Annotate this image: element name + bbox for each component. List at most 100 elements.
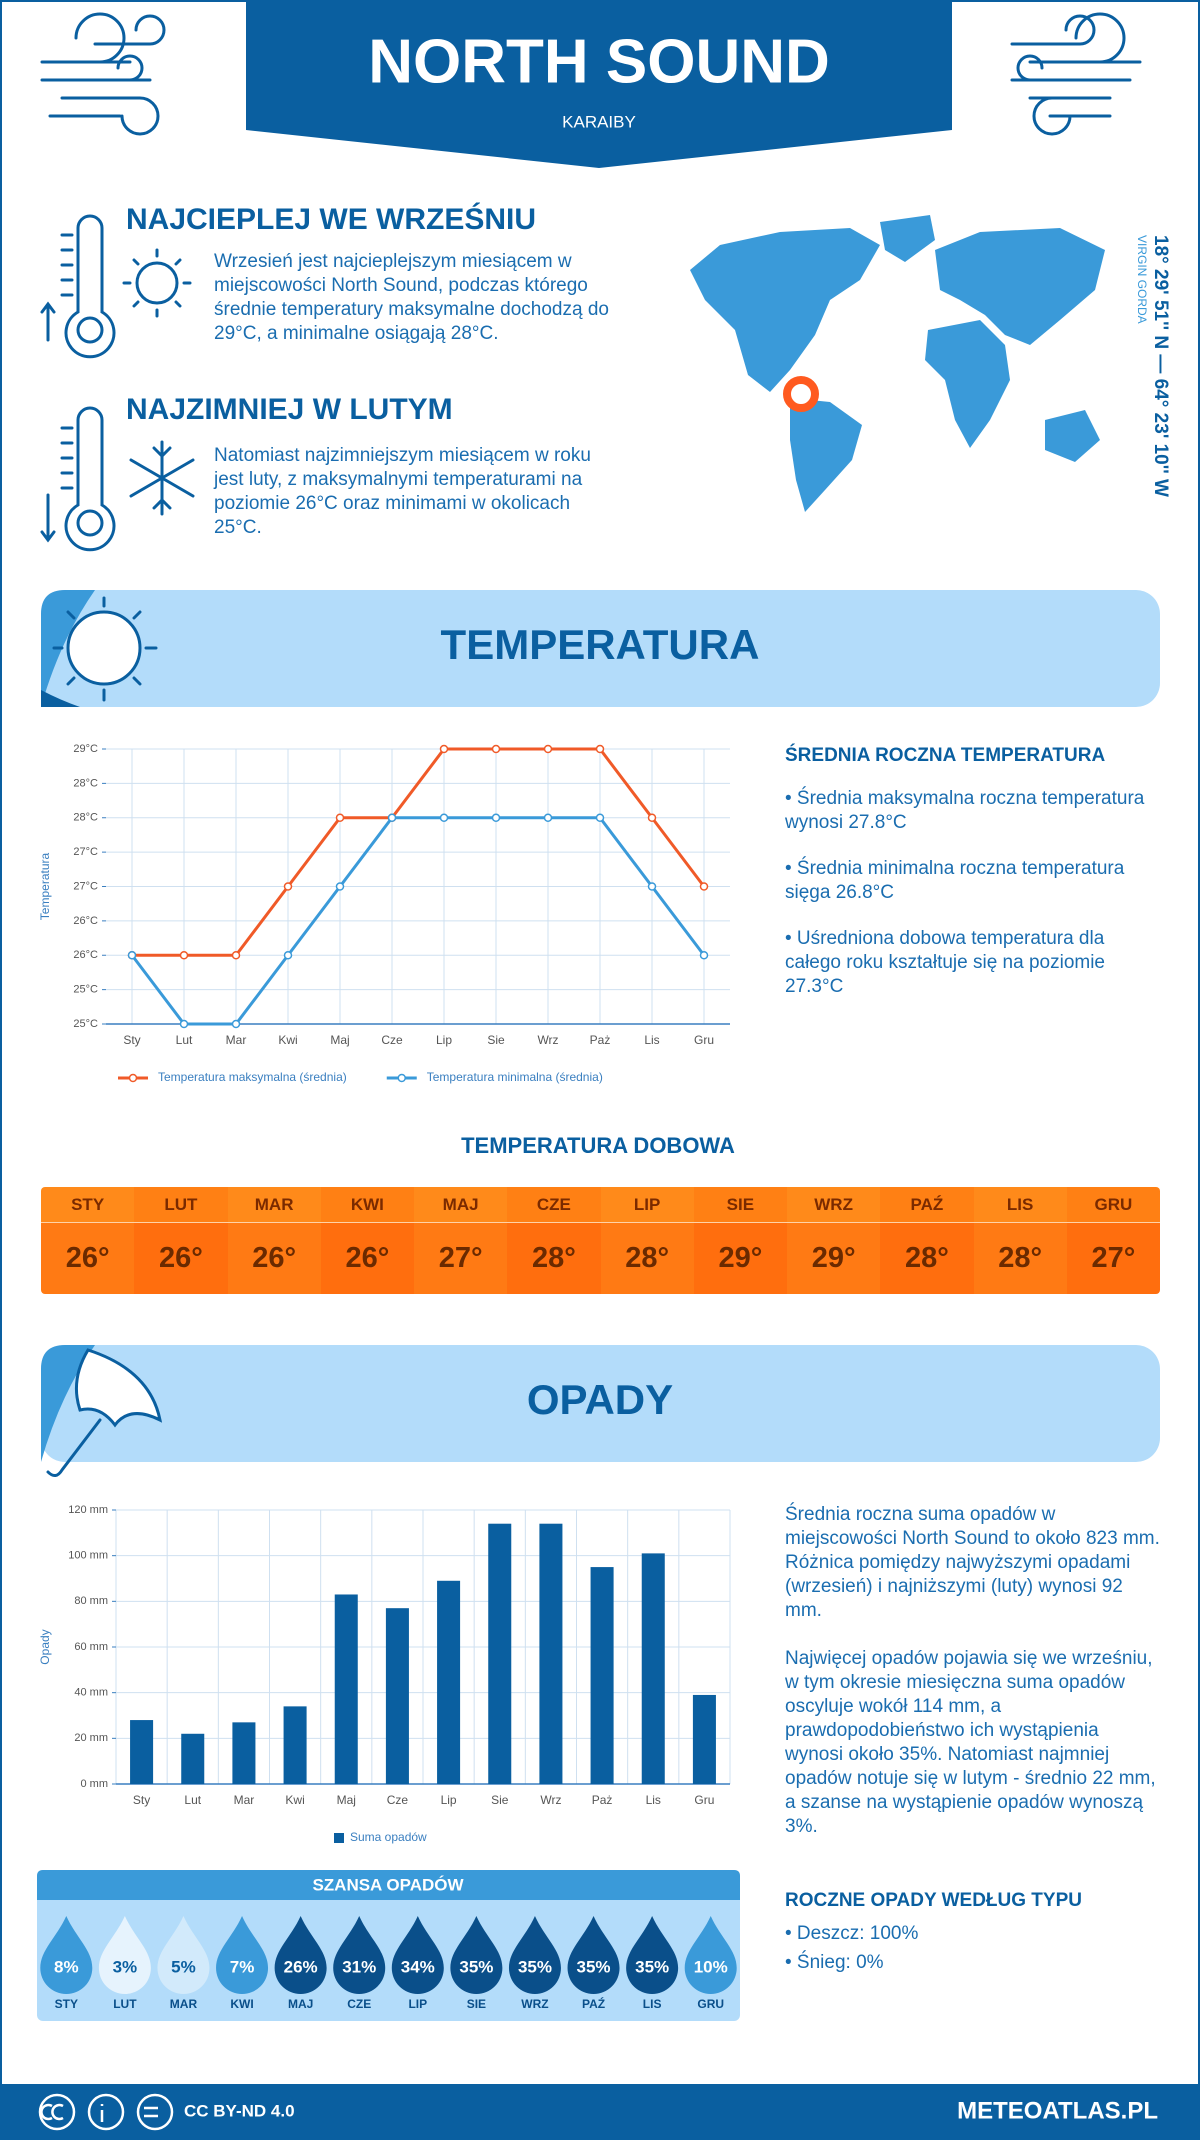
y-tick-label: 20 mm bbox=[74, 1732, 108, 1744]
daily-title: TEMPERATURA DOBOWA bbox=[461, 1133, 735, 1158]
chance-month: CZE bbox=[347, 1997, 371, 2011]
drop bbox=[626, 1916, 679, 1995]
month-header: LIP bbox=[600, 1187, 694, 1223]
point bbox=[595, 744, 605, 754]
point bbox=[231, 951, 241, 960]
bar bbox=[385, 1608, 409, 1784]
precipitation-banner bbox=[41, 1345, 1160, 1462]
chance-value: 10% bbox=[694, 1957, 728, 1976]
world-map bbox=[690, 215, 1105, 512]
site: METEOATLAS.PL bbox=[957, 2097, 1158, 2124]
footer-band bbox=[0, 2084, 1200, 2140]
month-header: KWI bbox=[320, 1187, 414, 1223]
series-line bbox=[130, 816, 706, 1026]
x-tick-label: Wrz bbox=[540, 1793, 561, 1807]
month-header: MAR bbox=[227, 1187, 321, 1223]
drop bbox=[216, 1916, 269, 1995]
drop bbox=[567, 1916, 620, 1995]
coldest-text: Natomiast najzimniejszym miesiącem w rok… bbox=[214, 445, 591, 538]
bar bbox=[130, 1720, 154, 1784]
y-tick-label: 0 mm bbox=[81, 1778, 109, 1790]
point bbox=[231, 1019, 241, 1029]
bar bbox=[641, 1553, 665, 1784]
decoration bbox=[935, 228, 1105, 345]
decoration bbox=[136, 2093, 174, 2131]
point bbox=[283, 951, 293, 960]
daily-value: 29° bbox=[693, 1223, 787, 1294]
chance-title-bar bbox=[37, 1870, 740, 1900]
y-tick-label: 100 mm bbox=[68, 1550, 108, 1562]
point bbox=[595, 813, 605, 822]
x-tick-label: Paż bbox=[590, 1033, 611, 1047]
temperature-banner bbox=[41, 590, 1160, 707]
decoration bbox=[690, 228, 880, 392]
point bbox=[647, 882, 657, 891]
month-header: STY bbox=[41, 1187, 135, 1223]
x-tick-label: Mar bbox=[234, 1793, 255, 1807]
month-header: LIS bbox=[973, 1187, 1067, 1223]
y-tick-label: 28°C bbox=[73, 777, 98, 789]
bar bbox=[692, 1694, 716, 1784]
wind-icon bbox=[1010, 12, 1142, 136]
x-tick-label: Kwi bbox=[285, 1793, 304, 1807]
legend-swatch bbox=[397, 1073, 406, 1083]
decoration bbox=[64, 406, 116, 552]
chance-value: 35% bbox=[459, 1957, 493, 1976]
x-tick-label: Sie bbox=[491, 1793, 509, 1807]
bar bbox=[283, 1706, 307, 1784]
x-tick-label: Lis bbox=[644, 1033, 659, 1047]
drop bbox=[274, 1916, 327, 1995]
point bbox=[699, 882, 709, 891]
point bbox=[543, 813, 553, 822]
drop bbox=[684, 1916, 737, 1995]
x-tick-label: Gru bbox=[694, 1793, 714, 1807]
section-heading: TEMPERATURA bbox=[441, 621, 760, 668]
month-header: LUT bbox=[134, 1187, 228, 1223]
decoration bbox=[129, 440, 195, 516]
decoration bbox=[38, 2093, 76, 2131]
month-header: GRU bbox=[1066, 1187, 1160, 1223]
header-subtitle: KARAIBY bbox=[562, 112, 636, 131]
header-band bbox=[246, 0, 952, 168]
x-tick-label: Lip bbox=[436, 1033, 452, 1047]
region: VIRGIN GORDA bbox=[1135, 235, 1149, 324]
type-item: • Śnieg: 0% bbox=[785, 1952, 884, 1973]
chance-value: 3% bbox=[113, 1957, 138, 1976]
bar bbox=[437, 1580, 461, 1784]
chance-month: GRU bbox=[697, 1997, 724, 2011]
summary-title: ŚREDNIA ROCZNA TEMPERATURA bbox=[785, 745, 1106, 766]
decoration bbox=[76, 316, 104, 344]
y-tick-label: 60 mm bbox=[74, 1641, 108, 1653]
decoration bbox=[790, 398, 862, 512]
legend-label: Temperatura maksymalna (średnia) bbox=[158, 1070, 347, 1084]
y-axis-label: Opady bbox=[38, 1629, 52, 1664]
coldest-block: NAJZIMNIEJ W LUTYM bbox=[126, 393, 646, 427]
point bbox=[127, 951, 137, 960]
point bbox=[283, 882, 293, 891]
month-header: CZE bbox=[507, 1187, 601, 1223]
decoration bbox=[925, 320, 1010, 448]
type-item: • Deszcz: 100% bbox=[785, 1923, 919, 1944]
y-tick-label: 25°C bbox=[73, 1018, 98, 1030]
x-tick-label: Maj bbox=[337, 1793, 356, 1807]
x-tick-label: Gru bbox=[694, 1033, 714, 1047]
x-tick-label: Paż bbox=[592, 1793, 613, 1807]
decoration bbox=[87, 2093, 125, 2131]
decoration bbox=[1045, 410, 1100, 462]
wind-icon bbox=[40, 12, 166, 136]
x-tick-label: Maj bbox=[330, 1033, 349, 1047]
decoration bbox=[40, 2103, 158, 2122]
chance-value: 35% bbox=[518, 1957, 552, 1976]
point bbox=[335, 882, 345, 891]
y-tick-label: 27°C bbox=[73, 880, 98, 892]
daily-value: 26° bbox=[134, 1223, 228, 1294]
drop bbox=[40, 1916, 93, 1995]
point bbox=[543, 744, 553, 754]
x-tick-label: Lut bbox=[176, 1033, 193, 1047]
x-tick-label: Wrz bbox=[537, 1033, 558, 1047]
decoration bbox=[64, 214, 116, 359]
point bbox=[387, 813, 397, 822]
daily-value: 26° bbox=[320, 1223, 414, 1294]
x-tick-label: Sty bbox=[123, 1033, 140, 1047]
